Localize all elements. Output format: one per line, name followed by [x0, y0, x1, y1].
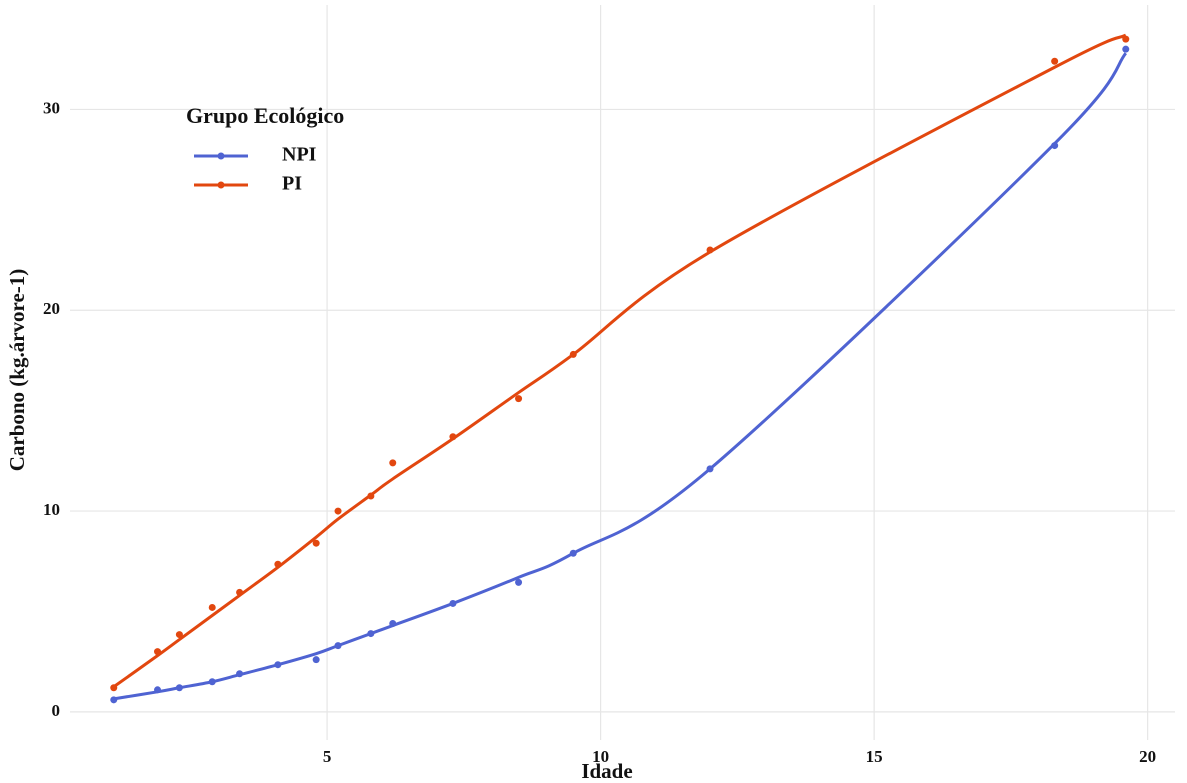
point [236, 670, 244, 678]
x-tick-label: 20 [1139, 747, 1156, 766]
legend-label: PI [282, 173, 302, 195]
point [334, 507, 342, 515]
point [312, 656, 320, 664]
point [175, 684, 183, 692]
point [1122, 45, 1130, 53]
point [367, 630, 375, 638]
point [569, 549, 577, 557]
point [389, 620, 397, 628]
point [208, 678, 216, 686]
point [154, 686, 162, 694]
point [569, 350, 577, 358]
x-tick-label: 15 [866, 747, 883, 766]
fit-line [112, 33, 1127, 689]
point [1051, 142, 1059, 150]
y-tick-label: 0 [52, 701, 61, 720]
y-tick-label: 10 [43, 500, 60, 519]
point [334, 642, 342, 650]
point [274, 560, 282, 568]
x-tick-label: 10 [592, 747, 609, 766]
series [110, 33, 1130, 692]
x-axis-title: Idade [581, 759, 632, 783]
point [389, 459, 397, 467]
y-tick-label: 30 [43, 98, 60, 117]
point [515, 395, 523, 403]
legend-label: NPI [282, 144, 317, 166]
point [367, 492, 375, 500]
point [274, 661, 282, 669]
series [110, 45, 1130, 704]
point [706, 465, 714, 473]
legend-dot [217, 152, 225, 160]
point [236, 588, 244, 596]
grid [70, 5, 1175, 740]
point [110, 696, 118, 704]
point [312, 539, 320, 547]
fit-line [113, 52, 1127, 701]
point [449, 599, 457, 607]
point [175, 631, 183, 639]
y-tick-label: 20 [43, 299, 60, 318]
x-tick-label: 5 [323, 747, 332, 766]
point [154, 648, 162, 656]
point [706, 246, 714, 254]
point [110, 684, 118, 692]
legend-title: Grupo Ecológico [186, 103, 344, 128]
point [1122, 35, 1130, 43]
legend-dot [217, 181, 225, 189]
point [449, 433, 457, 441]
point [208, 603, 216, 611]
point [1051, 57, 1059, 65]
y-axis-title: Carbono (kg.árvore-1) [5, 269, 29, 472]
point [515, 578, 523, 586]
